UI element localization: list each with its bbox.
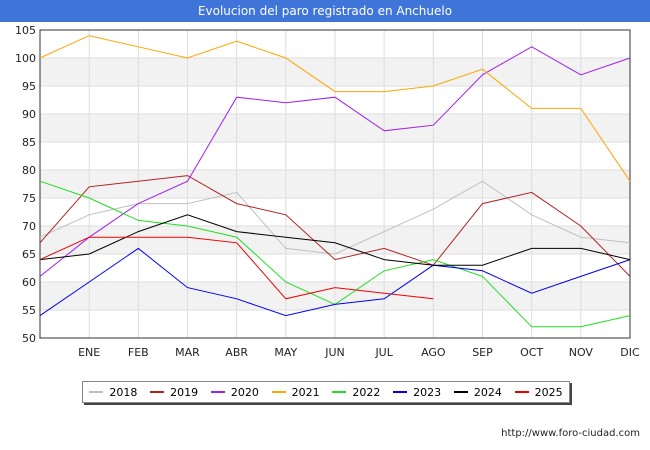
y-tick-label: 65: [22, 248, 36, 261]
series-line-2025: [39, 236, 434, 300]
legend-swatch: [453, 391, 468, 393]
legend-item-2025: 2025: [514, 385, 563, 399]
x-tick-label: ENE: [78, 346, 100, 359]
chart-legend: 2018 2019 2020 2021 2022 2023 2024 2025: [82, 381, 570, 403]
legend-label: 2021: [291, 385, 320, 399]
x-tick-label: NOV: [569, 346, 594, 359]
legend-label: 2022: [352, 385, 381, 399]
plot-area-border: [39, 29, 631, 339]
chart-title: Evolucion del paro registrado en Anchuel…: [0, 0, 650, 22]
x-tick-label: JUN: [324, 346, 345, 359]
series-line-2020: [39, 46, 631, 277]
x-tick-label: JUL: [374, 346, 393, 359]
y-tick-label: 70: [22, 220, 36, 233]
legend-swatch: [89, 391, 104, 393]
legend-label: 2019: [170, 385, 199, 399]
legend-swatch: [271, 391, 286, 393]
x-tick-label: OCT: [520, 346, 543, 359]
series-line-2019: [39, 175, 631, 277]
legend-label: 2023: [413, 385, 442, 399]
legend-swatch: [514, 391, 529, 393]
series-line-2024: [39, 214, 631, 266]
y-tick-label: 95: [22, 80, 36, 93]
x-tick-label: MAY: [274, 346, 297, 359]
x-tick-label: SEP: [472, 346, 493, 359]
x-tick-label: MAR: [175, 346, 200, 359]
series-line-2021: [39, 35, 631, 182]
x-tick-label: AGO: [421, 346, 446, 359]
y-tick-label: 85: [22, 136, 36, 149]
legend-item-2022: 2022: [332, 386, 380, 399]
x-tick-label: DIC: [620, 346, 640, 359]
legend-label: 2020: [230, 385, 259, 399]
legend-item-2020: 2020: [210, 385, 259, 399]
y-tick-label: 105: [15, 24, 36, 37]
legend-swatch: [150, 391, 165, 393]
legend-swatch: [332, 391, 347, 393]
y-tick-label: 60: [22, 276, 36, 289]
source-url: http://www.foro-ciudad.com: [501, 428, 640, 439]
x-tick-label: ABR: [225, 346, 248, 359]
legend-item-2021: 2021: [271, 385, 320, 399]
y-tick-label: 80: [22, 164, 36, 177]
y-tick-label: 90: [22, 108, 36, 121]
x-tick-label: FEB: [128, 346, 149, 359]
y-tick-label: 55: [22, 304, 36, 317]
legend-swatch: [393, 391, 408, 393]
legend-item-2019: 2019: [150, 386, 198, 399]
legend-item-2024: 2024: [453, 385, 502, 399]
legend-label: 2024: [473, 385, 502, 399]
series-line-2023: [39, 247, 631, 317]
legend-label: 2018: [109, 385, 138, 399]
legend-swatch: [210, 391, 225, 393]
legend-item-2018: 2018: [89, 386, 137, 399]
y-tick-label: 50: [22, 332, 36, 345]
legend-item-2023: 2023: [393, 386, 441, 399]
y-tick-label: 100: [15, 52, 36, 65]
y-tick-label: 75: [22, 192, 36, 205]
legend-label: 2025: [534, 385, 563, 399]
